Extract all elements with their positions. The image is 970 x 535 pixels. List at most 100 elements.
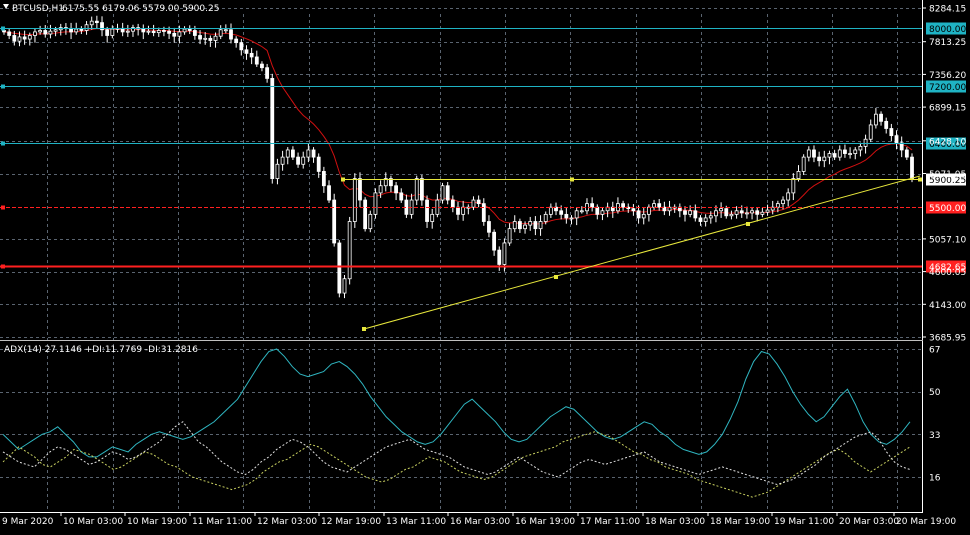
candle-body: [837, 149, 842, 158]
trendline-handle[interactable]: [746, 222, 750, 226]
time-label: 17 Mar 11:00: [580, 517, 640, 527]
level-handle[interactable]: [570, 177, 574, 182]
candle-body: [801, 156, 806, 172]
price-tick-label: 6428.10: [929, 137, 966, 147]
time-label: 9 Mar 2020: [2, 517, 54, 527]
trendline[interactable]: [362, 175, 921, 331]
candle-body: [848, 153, 852, 155]
candle-body: [621, 203, 625, 208]
candle-body: [579, 210, 584, 213]
price-tag: [926, 173, 966, 186]
price-tag-label: 6400.00: [929, 140, 966, 150]
price-tag: [926, 22, 966, 35]
candle-body: [198, 35, 202, 40]
level-handle[interactable]: [1, 205, 5, 210]
candle-body: [306, 149, 311, 158]
candle-body: [745, 212, 749, 215]
level-handle[interactable]: [1, 141, 5, 146]
candle-body: [110, 28, 115, 36]
trendline-handle[interactable]: [554, 275, 558, 279]
price-axis[interactable]: 8000.00 7200.00 6400.00 5900.25 5500.00 4682.…: [922, 0, 966, 512]
time-label: 16 Mar 03:00: [450, 517, 510, 527]
price-tag-label: 5500.00: [929, 204, 966, 214]
candle-body: [234, 38, 239, 44]
time-axis[interactable]: 9 Mar 2020 10 Mar 03:00 10 Mar 19:00 11 Mar…: [0, 512, 956, 527]
candle-body: [275, 163, 280, 179]
symbol-header: BTCUSD,H1 6175.55 6179.06 5579.00 5900.2…: [3, 4, 219, 14]
candle-body: [533, 221, 538, 230]
time-label: 18 Mar 03:00: [645, 517, 705, 527]
indicator-tick-label: 16: [929, 474, 941, 484]
candle-body: [125, 30, 130, 33]
time-label: 13 Mar 11:00: [386, 517, 446, 527]
candle-body: [2, 30, 6, 33]
candle-body: [162, 30, 166, 32]
time-label: 20 Mar 03:00: [839, 517, 899, 527]
candle-body: [590, 203, 595, 208]
candle-body: [151, 30, 156, 34]
candle-body: [910, 156, 914, 179]
candle-body: [904, 149, 909, 158]
candle-body: [74, 28, 79, 33]
candle-body: [657, 203, 662, 208]
candle-body: [43, 30, 48, 35]
candle-body: [889, 128, 894, 137]
candle-body: [858, 145, 863, 151]
candle-body: [84, 24, 89, 31]
level-handle[interactable]: [341, 177, 345, 182]
trendline-segment[interactable]: [363, 175, 921, 330]
candle-body: [574, 210, 579, 219]
candle-body: [843, 149, 847, 154]
candle-body: [497, 249, 502, 265]
level-handle[interactable]: [1, 84, 5, 89]
candle-body: [79, 28, 84, 31]
candle-body: [419, 178, 424, 201]
candle-body: [342, 278, 347, 294]
candle-body: [781, 199, 785, 205]
price-tag: [926, 260, 966, 273]
level-handle[interactable]: [918, 177, 922, 182]
candle-body: [528, 221, 533, 226]
candle-body: [543, 213, 548, 222]
candle-body: [863, 138, 868, 147]
candle-body: [249, 52, 254, 58]
candle-body: [229, 29, 233, 40]
price-tag-label: 5900.25: [929, 176, 966, 186]
candle-body: [873, 113, 878, 126]
time-label: 18 Mar 19:00: [710, 517, 770, 527]
candle-body: [827, 153, 832, 158]
candle-body: [280, 156, 285, 165]
candle-body: [822, 156, 827, 162]
level-handle[interactable]: [1, 26, 5, 31]
collapse-triangle-icon[interactable]: [3, 4, 9, 9]
plus-di-line: [2, 431, 911, 498]
candle-body: [311, 149, 316, 158]
candle-body: [683, 210, 687, 215]
candle-body: [760, 211, 765, 215]
candle-body: [600, 210, 605, 215]
candle-body: [187, 28, 192, 31]
level-handle[interactable]: [1, 264, 5, 269]
horizontal-levels[interactable]: [0, 26, 922, 269]
candle-body: [703, 217, 708, 222]
trendline-handle[interactable]: [362, 327, 366, 331]
price-tick-label: 8284.15: [929, 5, 966, 15]
candle-body: [17, 36, 22, 42]
time-label: 10 Mar 03:00: [63, 517, 123, 527]
candle-body: [487, 221, 491, 233]
candle-body: [853, 149, 858, 154]
price-tick-label: 5971.05: [929, 170, 966, 180]
candle-body: [131, 27, 135, 32]
candle-body: [383, 178, 388, 187]
candle-body: [554, 206, 558, 212]
candle-body: [719, 208, 724, 212]
time-label: 16 Mar 19:00: [515, 517, 575, 527]
symbol-timeframe: BTCUSD,H1: [12, 4, 64, 14]
indicator-tick-label: 50: [929, 388, 941, 398]
candle-body: [688, 210, 693, 215]
candle-body: [53, 29, 58, 32]
candle-body: [724, 208, 729, 217]
candle-body: [167, 30, 171, 34]
